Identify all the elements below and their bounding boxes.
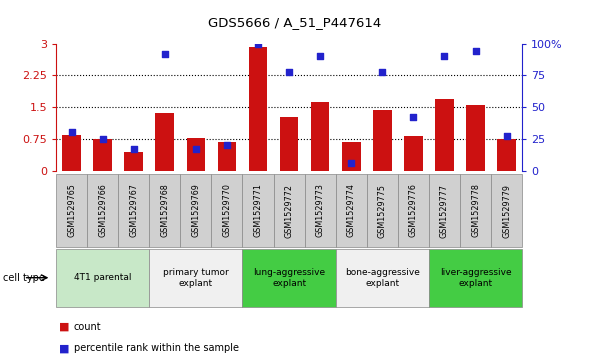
Point — [222, 142, 232, 148]
Bar — [466, 105, 485, 171]
Point — [284, 69, 294, 74]
Bar — [435, 99, 454, 171]
Text: GSM1529765: GSM1529765 — [67, 184, 76, 237]
Text: GSM1529779: GSM1529779 — [502, 184, 511, 237]
Point — [129, 146, 139, 152]
Bar — [373, 110, 392, 171]
Bar — [124, 152, 143, 171]
Text: lung-aggressive
explant: lung-aggressive explant — [253, 268, 325, 288]
Text: percentile rank within the sample: percentile rank within the sample — [74, 343, 239, 354]
Point — [471, 48, 480, 54]
Text: GSM1529774: GSM1529774 — [347, 184, 356, 237]
Bar — [156, 113, 174, 171]
Point — [67, 130, 76, 135]
Text: GSM1529773: GSM1529773 — [316, 184, 325, 237]
Text: GDS5666 / A_51_P447614: GDS5666 / A_51_P447614 — [208, 16, 382, 29]
Text: liver-aggressive
explant: liver-aggressive explant — [440, 268, 512, 288]
Text: GSM1529778: GSM1529778 — [471, 184, 480, 237]
Text: ■: ■ — [59, 343, 70, 354]
Point — [98, 136, 107, 142]
Point — [409, 114, 418, 120]
Text: GSM1529777: GSM1529777 — [440, 184, 449, 237]
Bar — [311, 102, 329, 171]
Bar — [280, 117, 299, 171]
Text: GSM1529767: GSM1529767 — [129, 184, 138, 237]
Point — [253, 41, 263, 46]
Point — [440, 53, 449, 59]
Text: primary tumor
explant: primary tumor explant — [163, 268, 229, 288]
Text: count: count — [74, 322, 101, 332]
Point — [378, 69, 387, 74]
Text: bone-aggressive
explant: bone-aggressive explant — [345, 268, 419, 288]
Text: GSM1529766: GSM1529766 — [98, 184, 107, 237]
Text: GSM1529776: GSM1529776 — [409, 184, 418, 237]
Text: GSM1529770: GSM1529770 — [222, 184, 231, 237]
Bar — [497, 139, 516, 171]
Text: GSM1529775: GSM1529775 — [378, 184, 387, 237]
Point — [346, 160, 356, 166]
Text: 4T1 parental: 4T1 parental — [74, 273, 132, 282]
Bar — [404, 136, 422, 171]
Text: GSM1529772: GSM1529772 — [284, 184, 294, 237]
Text: GSM1529769: GSM1529769 — [191, 184, 201, 237]
Point — [160, 51, 169, 57]
Bar — [342, 142, 360, 171]
Text: GSM1529771: GSM1529771 — [254, 184, 263, 237]
Text: GSM1529768: GSM1529768 — [160, 184, 169, 237]
Bar — [249, 46, 267, 171]
Point — [502, 133, 512, 139]
Bar — [186, 138, 205, 171]
Point — [191, 146, 201, 152]
Bar — [63, 135, 81, 171]
Bar — [218, 142, 236, 171]
Bar — [93, 139, 112, 171]
Text: cell type: cell type — [3, 273, 45, 283]
Text: ■: ■ — [59, 322, 70, 332]
Point — [316, 53, 325, 59]
